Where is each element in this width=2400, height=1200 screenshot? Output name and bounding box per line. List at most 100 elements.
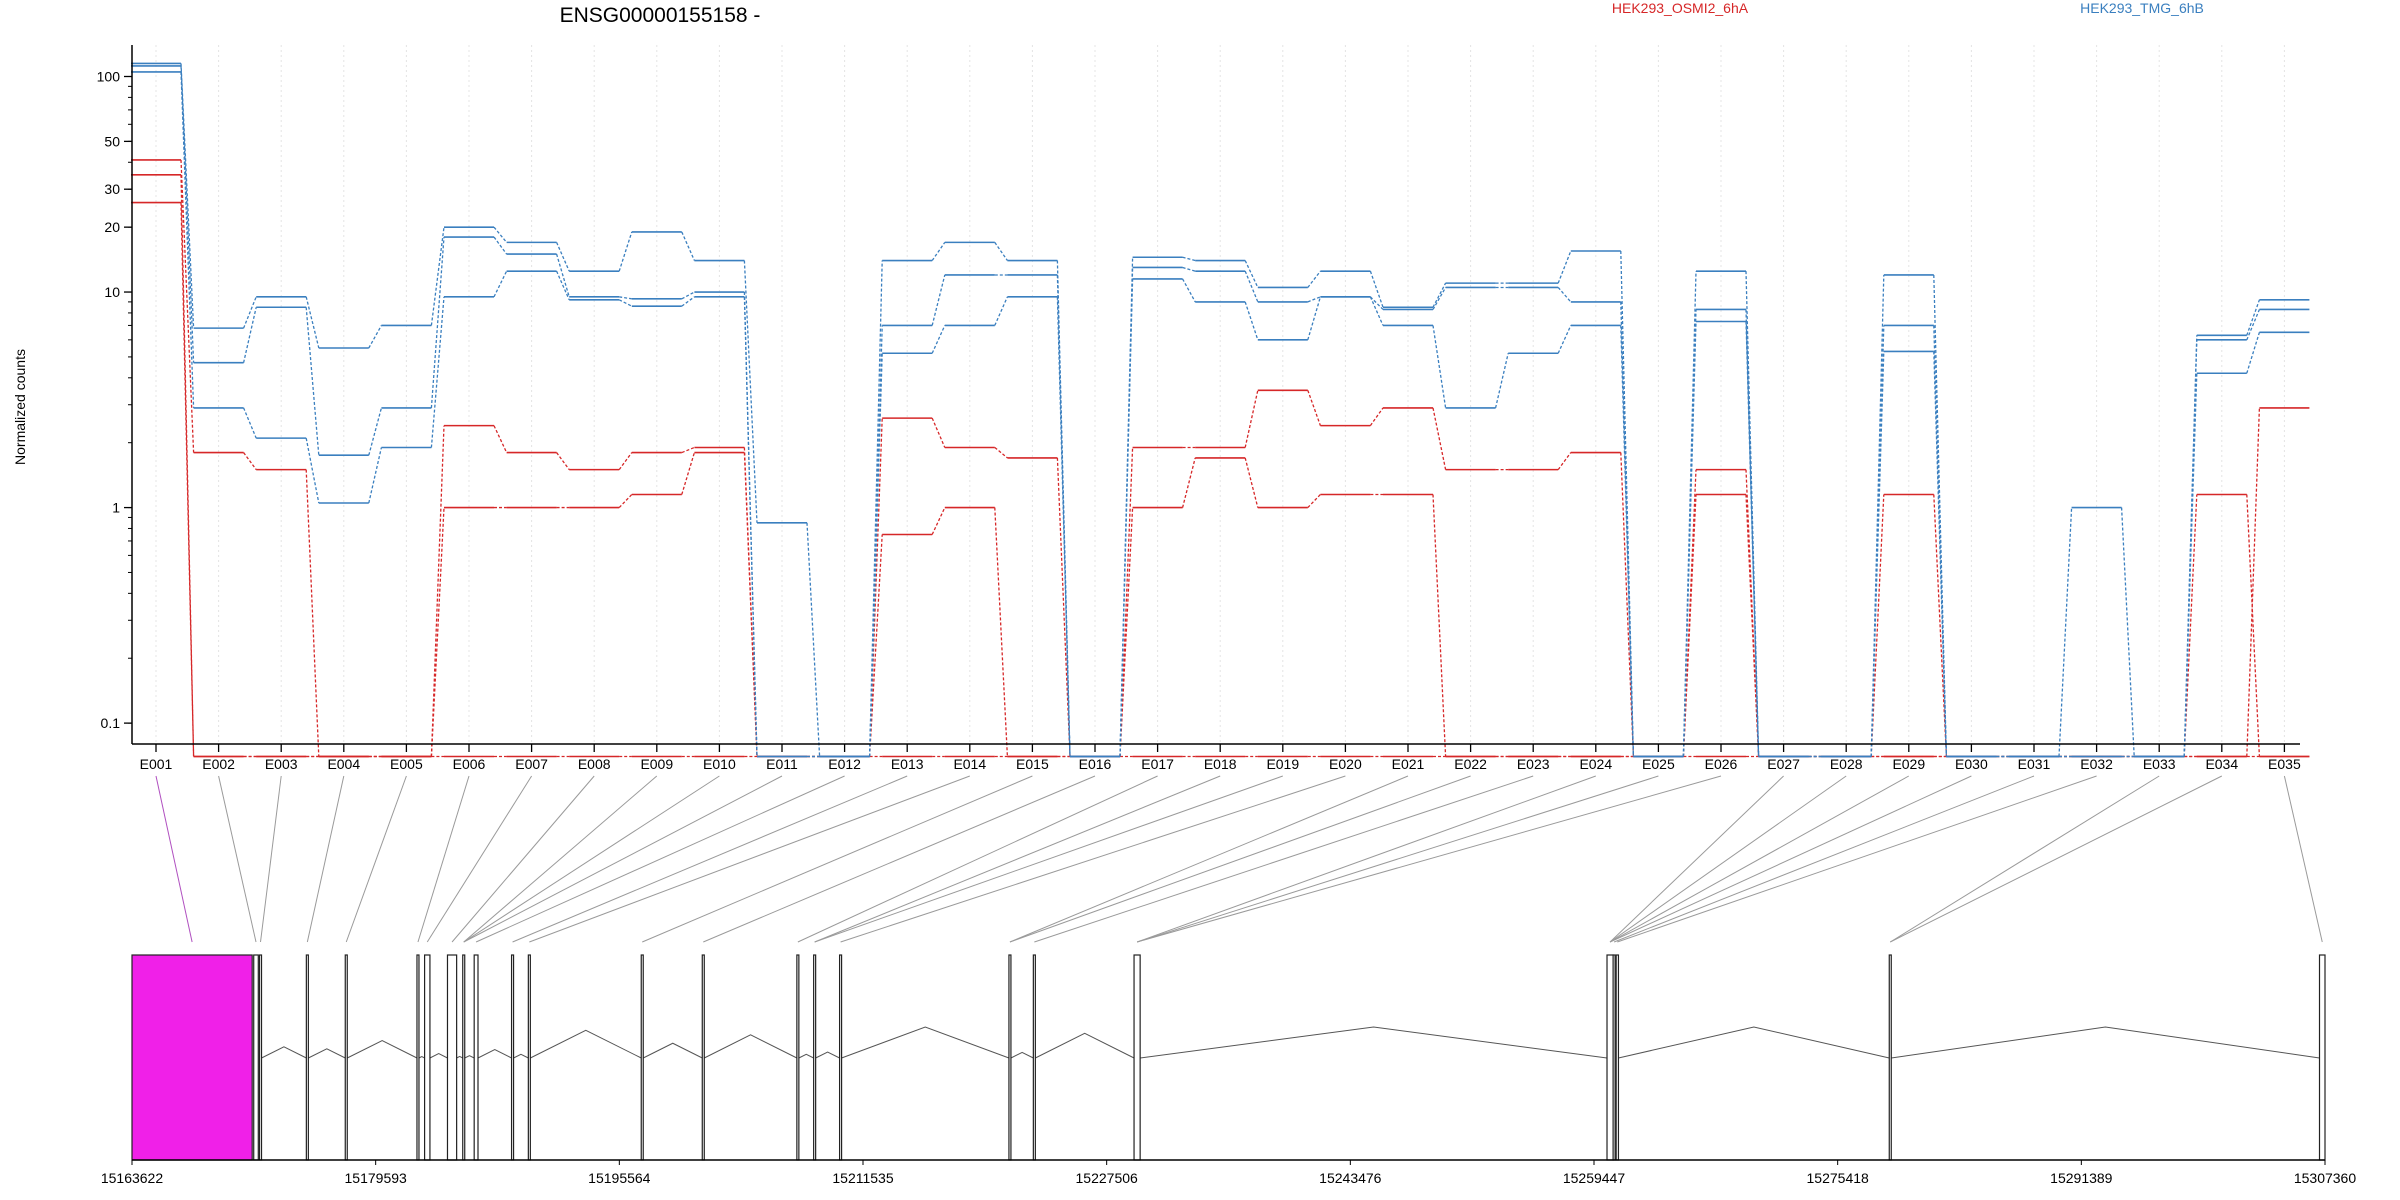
connector-6-E001 <box>180 71 195 408</box>
connector-E024 <box>1136 775 1596 943</box>
connector-E030 <box>1609 775 1972 943</box>
connector-1-E023 <box>1557 452 1572 471</box>
connector-6-E025 <box>1682 321 1697 757</box>
genomic-tick-label: 15195564 <box>588 1170 651 1186</box>
series-4 <box>131 62 2310 758</box>
x-tick-label-E022: E022 <box>1454 756 1487 772</box>
exon-segment-1 <box>131 954 253 1161</box>
connector-4-E011 <box>806 522 821 757</box>
connector-E002 <box>218 775 257 943</box>
exon-segment-7 <box>423 954 431 1161</box>
x-tick-label-E013: E013 <box>891 756 924 772</box>
connector-6-E026 <box>1745 321 1760 757</box>
connector-1-E007 <box>556 452 570 471</box>
connector-5-E029 <box>1933 325 1948 757</box>
connector-4-E023 <box>1557 250 1572 284</box>
intron-11 <box>513 1053 529 1059</box>
y-tick-label: 50 <box>104 133 120 149</box>
connector-1-E018 <box>1244 390 1259 448</box>
intron-20 <box>1140 1026 1608 1059</box>
y-tick-label: 30 <box>104 181 120 197</box>
connector-6-E034 <box>2246 332 2261 374</box>
connector-4-E007 <box>556 242 570 272</box>
exon-segment-23 <box>1615 954 1620 1161</box>
connector-5-E002 <box>242 307 257 363</box>
connector-2-E016 <box>1119 507 1134 757</box>
connector-4-E003 <box>305 296 320 349</box>
connector-E016 <box>703 775 1096 943</box>
connector-1-E002 <box>243 452 257 471</box>
y-tick-label: 100 <box>97 68 121 84</box>
x-tick-label-E014: E014 <box>953 756 986 772</box>
x-tick-label-E015: E015 <box>1016 756 1049 772</box>
connector-2-E008 <box>618 494 633 509</box>
connector-6-E013 <box>931 325 946 354</box>
exon-connectors <box>155 775 2323 943</box>
connector-E025 <box>1136 775 1659 943</box>
connector-E009 <box>463 775 658 943</box>
exon-segment-9 <box>462 954 466 1161</box>
genomic-tick-label: 15243476 <box>1319 1170 1382 1186</box>
connector-E019 <box>814 775 1283 943</box>
connector-4-E018 <box>1244 260 1259 288</box>
connector-E014 <box>529 775 970 943</box>
y-tick-label: 0.1 <box>101 715 121 731</box>
exon-segment-3 <box>258 954 263 1161</box>
exon-segment-22 <box>1612 954 1616 1161</box>
intron-10 <box>477 1049 512 1059</box>
x-tick-label-E004: E004 <box>327 756 360 772</box>
connector-6-E019 <box>1307 296 1322 341</box>
y-axis: 0.1 1 10 20 30 50 100 <box>97 45 133 744</box>
exon-segment-4 <box>305 954 309 1161</box>
exon-segment-10 <box>473 954 479 1161</box>
intron-6 <box>418 1056 425 1059</box>
connector-4-E004 <box>368 325 382 349</box>
connector-4-E012 <box>868 260 883 757</box>
connector-E018 <box>814 775 1221 943</box>
connector-2-E021 <box>1432 494 1447 757</box>
connector-4-E010 <box>743 260 758 523</box>
exon-segment-20 <box>1133 954 1141 1161</box>
connector-2-E009 <box>681 452 696 495</box>
intron-7 <box>429 1053 448 1059</box>
x-tick-label-E020: E020 <box>1329 756 1362 772</box>
connector-6-E024 <box>1620 325 1635 757</box>
connector-6-E007 <box>556 270 570 301</box>
connector-6-E028 <box>1870 351 1885 757</box>
connector-E028 <box>1609 775 1847 943</box>
connector-6-E022 <box>1494 353 1509 409</box>
intron-23 <box>1618 1026 1890 1059</box>
y-tick-label: 20 <box>104 219 120 235</box>
x-tick-label-E030: E030 <box>1955 756 1988 772</box>
connector-6-E021 <box>1432 325 1447 409</box>
connector-E005 <box>345 775 407 943</box>
x-tick-label-E023: E023 <box>1517 756 1550 772</box>
genomic-tick-label: 15179593 <box>345 1170 408 1186</box>
connector-E021 <box>1009 775 1409 943</box>
connector-6-E032 <box>2120 507 2135 757</box>
intron-15 <box>798 1053 814 1059</box>
connector-4-E001 <box>180 63 195 329</box>
connector-5-E008 <box>619 296 632 300</box>
connector-2-E017 <box>1181 457 1196 508</box>
intron-4 <box>308 1048 346 1059</box>
genomic-tick-label: 15275418 <box>1807 1170 1870 1186</box>
exon-segment-6 <box>416 954 420 1161</box>
x-axis: E001 E002 E003 E004 E005 E006 E007 E008 E009 E010… <box>132 743 2301 772</box>
connector-1-E020 <box>1369 407 1384 427</box>
intron-13 <box>643 1042 703 1059</box>
x-tick-label-E001: E001 <box>140 756 173 772</box>
intron-17 <box>841 1026 1010 1059</box>
x-tick-label-E009: E009 <box>640 756 673 772</box>
connector-E034 <box>1890 775 2223 943</box>
connector-3-E001 <box>180 202 195 757</box>
intron-19 <box>1035 1032 1135 1059</box>
x-tick-label-E033: E033 <box>2143 756 2176 772</box>
connector-E027 <box>1609 775 1784 943</box>
connector-E001 <box>155 775 193 943</box>
genomic-tick-label: 15163622 <box>101 1170 164 1186</box>
connector-4-E005 <box>430 227 445 326</box>
genomic-tick-label: 15291389 <box>2050 1170 2113 1186</box>
exon-segment-13 <box>640 954 644 1161</box>
